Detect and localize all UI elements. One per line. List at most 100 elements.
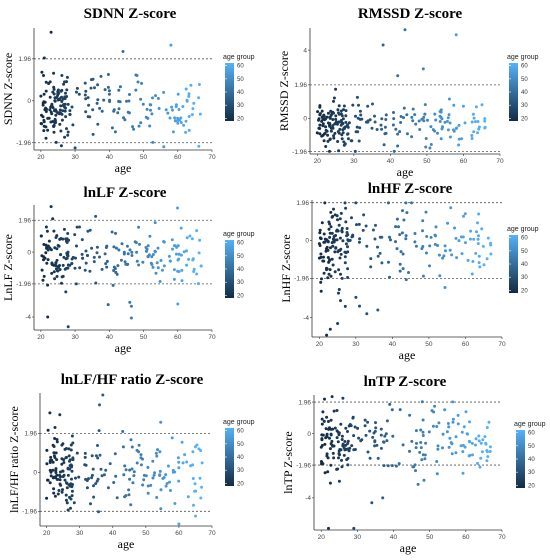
data-point <box>65 80 68 84</box>
chart-panel-3: lnLF Z-score -4 -1.96 0 1.96 20 30 40 50 60 70 age L… <box>1 185 255 355</box>
data-point <box>334 246 338 250</box>
data-point <box>199 496 203 500</box>
data-point <box>69 506 72 510</box>
data-point <box>335 467 339 471</box>
data-point <box>51 217 55 221</box>
data-point <box>483 435 487 439</box>
data-point <box>368 429 372 433</box>
data-point <box>405 113 409 117</box>
data-point <box>454 236 458 240</box>
data-point <box>134 241 138 245</box>
data-point <box>320 417 324 421</box>
data-point <box>171 130 175 134</box>
data-point <box>379 123 383 127</box>
data-point <box>91 77 95 81</box>
data-point <box>379 427 383 431</box>
data-point <box>337 112 341 116</box>
data-point <box>62 461 66 464</box>
data-point <box>323 397 326 401</box>
data-point <box>57 112 61 116</box>
data-point <box>328 436 331 440</box>
data-point <box>408 413 412 417</box>
data-point <box>189 83 193 87</box>
data-point <box>428 146 432 150</box>
legend-tick-label: 60 <box>521 236 528 242</box>
data-point <box>148 124 152 128</box>
data-point <box>417 119 421 123</box>
data-point <box>115 496 119 500</box>
data-point <box>341 239 345 243</box>
data-point <box>326 420 330 423</box>
data-point <box>329 274 333 278</box>
data-point <box>344 120 348 124</box>
data-point <box>332 409 336 413</box>
data-point <box>65 251 69 255</box>
data-point <box>90 246 94 250</box>
data-point <box>477 434 481 438</box>
data-point <box>428 244 432 248</box>
x-tick-label: 30 <box>350 158 358 165</box>
data-point <box>155 496 159 499</box>
data-point <box>108 462 112 466</box>
data-point <box>112 108 116 112</box>
x-axis-label: age <box>115 341 132 355</box>
data-point <box>146 491 150 495</box>
data-point <box>331 124 335 128</box>
data-point <box>485 426 489 429</box>
data-point <box>55 275 59 278</box>
data-point <box>462 425 466 429</box>
data-point <box>418 128 422 131</box>
data-point <box>151 140 155 144</box>
data-point <box>185 263 189 267</box>
x-tick-label: 60 <box>462 341 470 348</box>
data-point <box>54 236 58 239</box>
data-point <box>337 291 340 295</box>
data-point <box>457 239 461 243</box>
data-point <box>56 269 60 273</box>
data-point <box>332 99 335 103</box>
data-point <box>70 105 74 109</box>
legend-tick-label: 30 <box>521 275 528 281</box>
data-point <box>130 254 134 257</box>
legend-tick-label: 60 <box>528 431 535 437</box>
data-point <box>53 426 57 429</box>
data-point <box>352 434 356 438</box>
data-point <box>84 89 88 93</box>
data-point <box>96 477 100 481</box>
data-point <box>411 107 415 111</box>
data-point <box>170 105 174 109</box>
y-tick-label: 0 <box>307 431 311 438</box>
data-point <box>139 463 143 467</box>
data-point <box>40 122 44 126</box>
data-point <box>176 121 180 125</box>
data-point <box>383 132 387 136</box>
legend-tick-label: 20 <box>521 116 528 122</box>
data-point <box>357 139 361 143</box>
data-point <box>71 255 75 259</box>
data-point <box>46 478 49 482</box>
data-point <box>49 120 53 124</box>
data-point <box>122 116 125 120</box>
data-point <box>481 438 485 442</box>
data-point <box>59 144 63 148</box>
data-point <box>442 254 446 258</box>
data-point <box>330 257 334 261</box>
data-point <box>355 223 358 227</box>
data-point <box>375 443 379 447</box>
data-point <box>64 456 68 460</box>
data-point <box>343 261 347 265</box>
data-point <box>396 144 400 148</box>
data-point <box>95 245 99 249</box>
data-point <box>331 451 335 455</box>
data-point <box>474 105 478 109</box>
data-point <box>63 135 67 139</box>
data-point <box>451 400 455 404</box>
data-point <box>404 234 408 238</box>
data-point <box>58 122 62 126</box>
data-point <box>68 495 71 499</box>
x-axis-label: age <box>115 161 132 175</box>
data-point <box>187 128 191 132</box>
data-point <box>87 103 91 107</box>
data-point <box>65 127 68 131</box>
data-point <box>335 436 339 440</box>
